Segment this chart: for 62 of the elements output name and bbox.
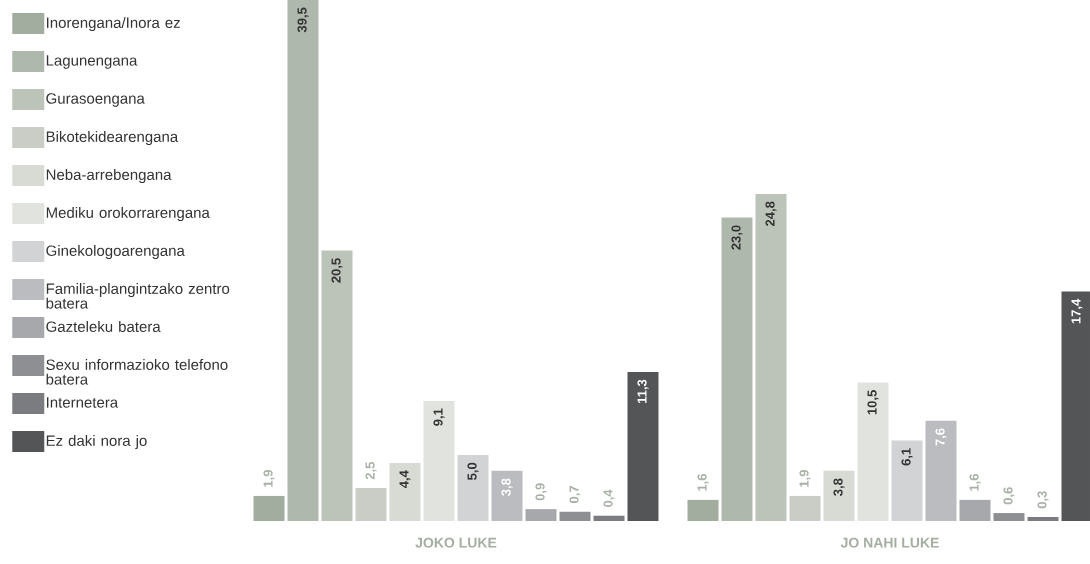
data-label: 6,1: [901, 448, 913, 466]
legend-label: Inorengana/Inora ez: [46, 16, 180, 31]
data-label: 3,8: [501, 478, 513, 496]
data-label: 10,5: [867, 390, 879, 415]
legend-label: Gurasoengana: [46, 93, 145, 107]
legend-label: Lagunengana: [46, 55, 138, 69]
bar: [457, 455, 489, 521]
bar: [993, 513, 1025, 521]
bar: [687, 499, 719, 521]
data-label: 1,6: [969, 474, 981, 491]
data-label: 7,6: [935, 428, 947, 446]
data-label: 39,5: [297, 7, 309, 33]
bar: [789, 495, 821, 521]
x-tick-label: JOKO LUKE: [415, 537, 497, 548]
bar: [525, 509, 557, 521]
bar: [491, 470, 523, 521]
data-label: 0,7: [569, 485, 581, 503]
bar: [823, 470, 855, 521]
legend-label: Neba-arrebengana: [46, 168, 172, 183]
legend-label: Bikotekidearengana: [46, 130, 179, 145]
legend-label: Mediku orokorrarengana: [46, 206, 210, 221]
data-label: 17,4: [1071, 298, 1083, 324]
legend-label: Familia-plangintzako zentro batera: [46, 282, 230, 309]
bar: [1027, 517, 1059, 521]
bar: [355, 488, 387, 521]
bar: [287, 0, 319, 521]
data-label: 9,1: [433, 408, 445, 426]
data-label: 0,4: [603, 489, 615, 507]
x-tick-label: JO NAHI LUKE: [840, 537, 939, 548]
data-label: 1,6: [697, 474, 709, 491]
bar: [959, 499, 991, 521]
bar: [321, 250, 353, 521]
bar: [423, 400, 455, 521]
bar: [593, 515, 625, 521]
legend-label: Sexu informazioko telefono batera: [46, 358, 228, 385]
data-label: 23,0: [731, 225, 743, 250]
data-label: 4,4: [399, 470, 411, 489]
data-label: 11,3: [637, 379, 649, 403]
data-label: 1,9: [263, 470, 275, 487]
data-label: 3,8: [833, 478, 845, 496]
bar: [755, 193, 787, 521]
bar: [925, 420, 957, 521]
legend-label: Internetera: [46, 397, 119, 408]
legend-label: Ez daki nora jo: [46, 434, 147, 449]
data-label: 20,5: [331, 258, 343, 283]
data-label: 1,9: [799, 470, 811, 487]
bar: [891, 440, 923, 521]
bar: [1061, 291, 1090, 521]
data-label: 0,3: [1037, 491, 1049, 509]
bar: [857, 382, 889, 521]
legend-label: Gazteleku batera: [46, 320, 161, 332]
bar: [721, 217, 753, 521]
bar: [627, 371, 659, 521]
bar: [559, 511, 591, 521]
data-label: 2,5: [365, 462, 377, 480]
data-label: 0,9: [535, 483, 547, 501]
data-label: 24,8: [765, 201, 777, 226]
bar: [389, 462, 421, 521]
bar: [253, 495, 285, 521]
data-label: 0,6: [1003, 487, 1015, 505]
data-label: 5,0: [467, 462, 479, 480]
legend-label: Ginekologoarengana: [46, 244, 185, 259]
